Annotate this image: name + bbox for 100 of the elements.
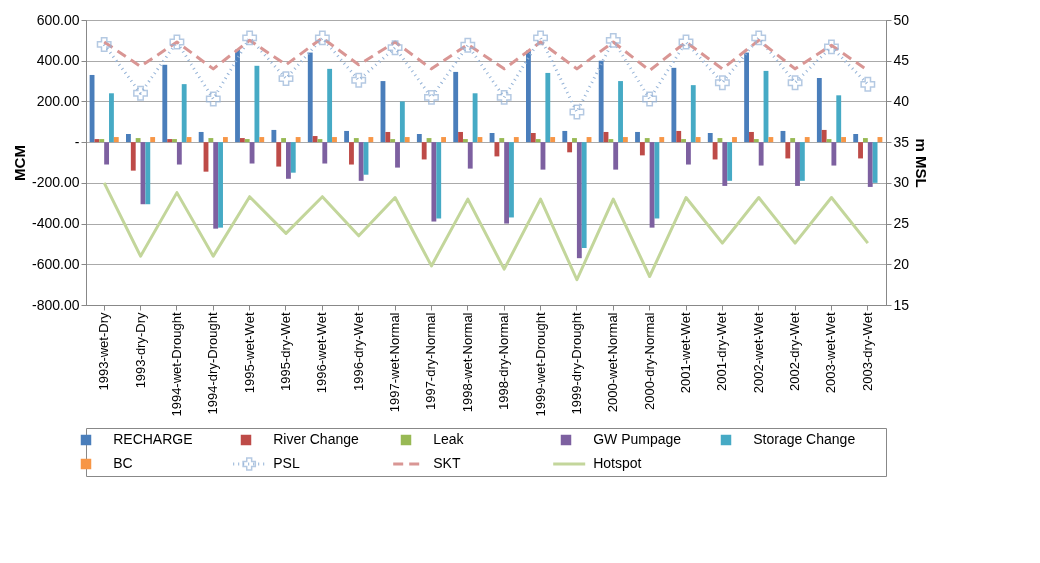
bar [286,142,291,179]
y-tick-label: -600.00 [32,255,80,272]
x-tick-label: 1996-dry-Wet [350,312,366,392]
bar [768,137,774,143]
bar [572,138,577,143]
y2-tick-label: 25 [893,215,910,232]
point [496,89,512,105]
y2-tick-label: 45 [893,52,910,69]
bar [545,72,551,143]
bar [858,142,863,159]
bar [712,142,718,160]
y2-tick-label: 20 [893,255,910,272]
bar [753,139,759,143]
bar [281,138,286,143]
bar [176,142,182,165]
bar [385,131,391,143]
bar [831,142,837,166]
x-tick-label: 1993-dry-Dry [132,312,148,389]
bar [681,139,686,143]
point [424,89,439,105]
bar [208,138,214,143]
bar [458,131,463,143]
legend-label: RECHARGE [113,431,193,447]
bar [550,137,556,143]
x-tick-label: 1997-dry-Normal [423,312,439,411]
bar [390,139,396,143]
y2-tick-label: 40 [893,92,910,109]
bar [235,49,240,143]
bar [744,52,750,143]
x-tick-label: 1997-wet-Normal [387,312,403,413]
bar [222,137,228,143]
bar [368,137,374,143]
bar [436,142,442,219]
x-tick-label: 1994-dry-Drought [205,312,221,415]
point [824,39,839,55]
bar [358,142,364,181]
bar [872,142,878,183]
bar [790,138,796,143]
bar [167,139,173,143]
point [787,75,803,91]
y2-tick-label: 50 [893,11,910,28]
bar [453,71,459,143]
bar [395,142,400,168]
bar [654,142,660,219]
bar [271,129,277,143]
y-tick-label: 200.00 [36,92,80,109]
bar [244,139,250,143]
x-tick-label: 1999-wet-Drought [532,312,548,417]
bar [276,142,282,167]
bar [99,139,105,143]
x-tick-label: 1993-wet-Dry [96,312,112,391]
bar [732,137,737,143]
point [387,40,403,56]
bar [816,78,822,143]
bar [109,93,114,143]
point [242,30,258,46]
y2-tick-label: 15 [893,296,910,313]
bar [671,67,677,143]
bar [494,142,500,157]
bar [467,142,473,169]
x-tick-label: 1998-wet-Normal [459,312,475,413]
bar [353,138,359,143]
y-tick-label: 400.00 [36,52,80,69]
y2-axis-title: m MSL [913,138,931,188]
y-tick-label: -200.00 [32,174,80,191]
point [314,30,330,46]
x-tick-label: 2002-wet-Wet [750,312,766,394]
bar [598,60,604,143]
point [605,32,621,48]
bar [307,52,313,143]
bar [676,130,682,143]
point [205,91,221,107]
point [169,34,185,50]
bar [618,81,623,143]
bar [399,101,405,143]
bar [727,142,733,181]
bar [567,142,573,153]
x-tick-label: 2003-wet-Wet [823,312,839,394]
x-tick-label: 1999-dry-Drought [568,312,584,415]
bar [613,142,619,170]
bar [695,137,701,143]
point [751,30,767,46]
bar [150,137,156,143]
bar [254,65,260,143]
bar [213,142,219,229]
bar [513,137,519,143]
legend-label: Hotspot [593,455,642,471]
x-tick-label: 2001-dry-Wet [714,312,730,392]
legend-label: BC [113,455,133,471]
point [460,37,476,53]
point [533,30,548,46]
x-tick-label: 1995-dry-Wet [278,312,293,392]
legend-label: River Change [273,431,360,447]
bar [509,142,514,218]
bar [758,142,764,166]
x-tick-label: 2001-wet-Wet [678,312,693,394]
point [678,34,694,50]
y-tick-label: -400.00 [32,215,80,232]
line-series [102,181,870,282]
bar [836,95,842,143]
